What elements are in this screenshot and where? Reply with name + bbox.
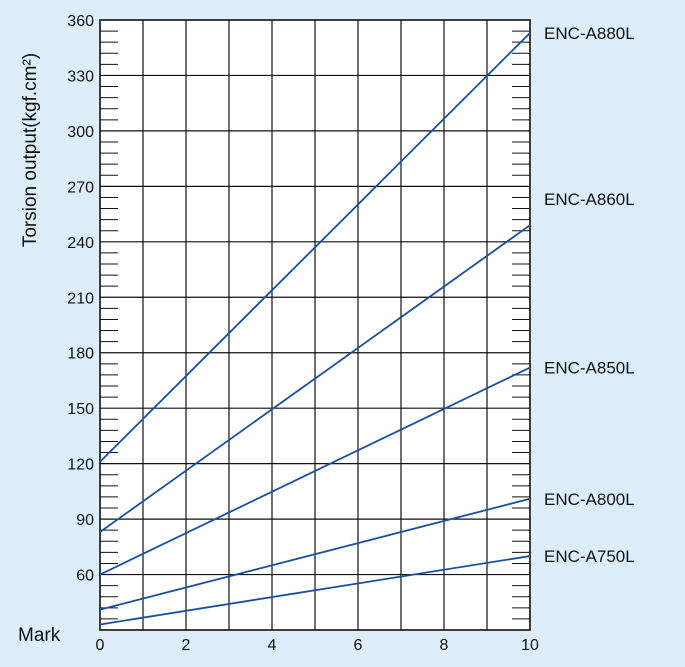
y-tick-label: 360 bbox=[67, 13, 94, 30]
series-line bbox=[99, 366, 531, 576]
y-tick-label: 330 bbox=[67, 68, 94, 85]
x-tick-labels: 0 2 4 6 8 10 bbox=[96, 637, 539, 654]
y-tick-label: 210 bbox=[67, 290, 94, 307]
series-labels: ENC-A880L ENC-A860L ENC-A850L ENC-A800L ENC-… bbox=[544, 24, 635, 566]
grid bbox=[100, 20, 530, 630]
x-axis-title: Mark bbox=[18, 625, 61, 646]
series-label: ENC-A800L bbox=[544, 490, 635, 509]
series-line bbox=[99, 497, 531, 611]
series-label: ENC-A850L bbox=[544, 359, 635, 378]
series-line bbox=[99, 224, 531, 533]
y-tick-label: 300 bbox=[67, 124, 94, 141]
series-line bbox=[99, 555, 531, 626]
minor-ticks bbox=[100, 30, 530, 620]
plot-frame bbox=[99, 19, 531, 631]
x-tick-label: 4 bbox=[268, 637, 277, 654]
series-label: ENC-A880L bbox=[544, 24, 635, 43]
y-tick-label: 270 bbox=[67, 179, 94, 196]
series-label: ENC-A860L bbox=[544, 190, 635, 209]
x-tick-label: 0 bbox=[96, 637, 105, 654]
x-tick-label: 2 bbox=[182, 637, 191, 654]
y-tick-label: 60 bbox=[76, 568, 94, 585]
y-tick-label: 90 bbox=[76, 512, 94, 529]
x-tick-label: 8 bbox=[440, 637, 449, 654]
series-line bbox=[99, 32, 531, 463]
x-tick-label: 6 bbox=[354, 637, 363, 654]
y-tick-labels: 60 90 120 150 180 210 240 270 300 330 360 bbox=[67, 13, 94, 585]
y-axis-title: Torsion output(kgf.cm²) bbox=[20, 53, 41, 247]
y-tick-label: 180 bbox=[67, 346, 94, 363]
y-tick-label: 150 bbox=[67, 401, 94, 418]
y-tick-label: 120 bbox=[67, 457, 94, 474]
series-label: ENC-A750L bbox=[544, 547, 635, 566]
x-tick-label: 10 bbox=[521, 637, 539, 654]
y-tick-label: 240 bbox=[67, 235, 94, 252]
series-lines bbox=[99, 32, 531, 626]
